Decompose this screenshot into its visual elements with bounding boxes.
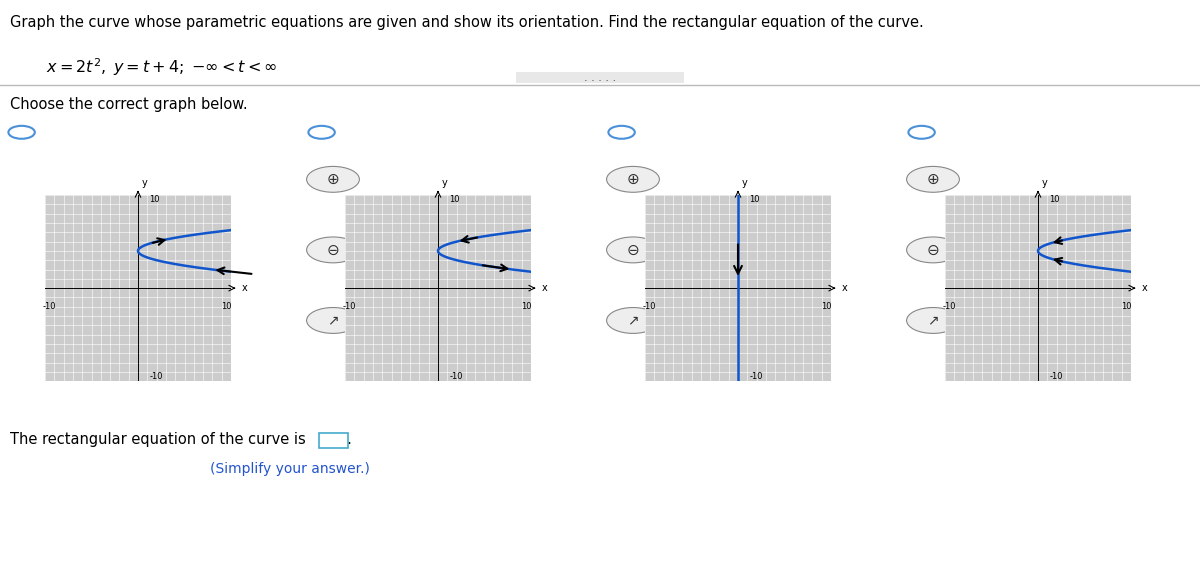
FancyBboxPatch shape	[319, 433, 348, 448]
Text: 10: 10	[1049, 195, 1060, 204]
Text: ⊕: ⊕	[326, 172, 340, 187]
Circle shape	[307, 166, 360, 192]
Text: -10: -10	[1049, 372, 1063, 381]
Text: -10: -10	[749, 372, 763, 381]
Text: -10: -10	[449, 372, 463, 381]
Text: . . . . .: . . . . .	[584, 73, 616, 83]
Text: 10: 10	[149, 195, 160, 204]
Circle shape	[907, 237, 960, 263]
Text: ⊖: ⊖	[626, 242, 640, 258]
Text: x: x	[542, 283, 548, 293]
Text: 10: 10	[221, 302, 232, 311]
Text: -10: -10	[43, 302, 56, 311]
Text: x: x	[242, 283, 248, 293]
Text: y: y	[142, 178, 148, 188]
Text: 10: 10	[449, 195, 460, 204]
Circle shape	[307, 237, 360, 263]
Text: -10: -10	[149, 372, 163, 381]
Text: The rectangular equation of the curve is: The rectangular equation of the curve is	[10, 432, 305, 447]
Circle shape	[907, 166, 960, 192]
Text: y: y	[1042, 178, 1048, 188]
Text: ⊕: ⊕	[626, 172, 640, 187]
Text: y: y	[442, 178, 448, 188]
Text: ↗: ↗	[328, 313, 338, 328]
Text: $x = 2t^2$$,\;$$y = t + 4;\;$$-\infty < t < \infty$: $x = 2t^2$$,\;$$y = t + 4;\;$$-\infty < …	[46, 56, 277, 78]
Text: ↗: ↗	[628, 313, 638, 328]
Text: ⊖: ⊖	[326, 242, 340, 258]
Text: .: .	[347, 432, 352, 447]
Text: ⊕: ⊕	[926, 172, 940, 187]
Text: x: x	[1142, 283, 1148, 293]
Text: -10: -10	[343, 302, 356, 311]
Text: ⊖: ⊖	[926, 242, 940, 258]
Text: 10: 10	[749, 195, 760, 204]
Text: -10: -10	[943, 302, 956, 311]
Text: Graph the curve whose parametric equations are given and show its orientation. F: Graph the curve whose parametric equatio…	[10, 15, 923, 30]
Text: (Simplify your answer.): (Simplify your answer.)	[210, 462, 370, 476]
Circle shape	[907, 308, 960, 333]
Text: 10: 10	[521, 302, 532, 311]
Circle shape	[307, 308, 360, 333]
Circle shape	[607, 237, 660, 263]
Text: ↗: ↗	[928, 313, 938, 328]
FancyBboxPatch shape	[499, 71, 701, 85]
Text: y: y	[742, 178, 748, 188]
Text: x: x	[842, 283, 848, 293]
Text: -10: -10	[643, 302, 656, 311]
Circle shape	[607, 308, 660, 333]
Text: 10: 10	[821, 302, 832, 311]
Text: 10: 10	[1121, 302, 1132, 311]
Text: Choose the correct graph below.: Choose the correct graph below.	[10, 97, 247, 112]
Circle shape	[607, 166, 660, 192]
